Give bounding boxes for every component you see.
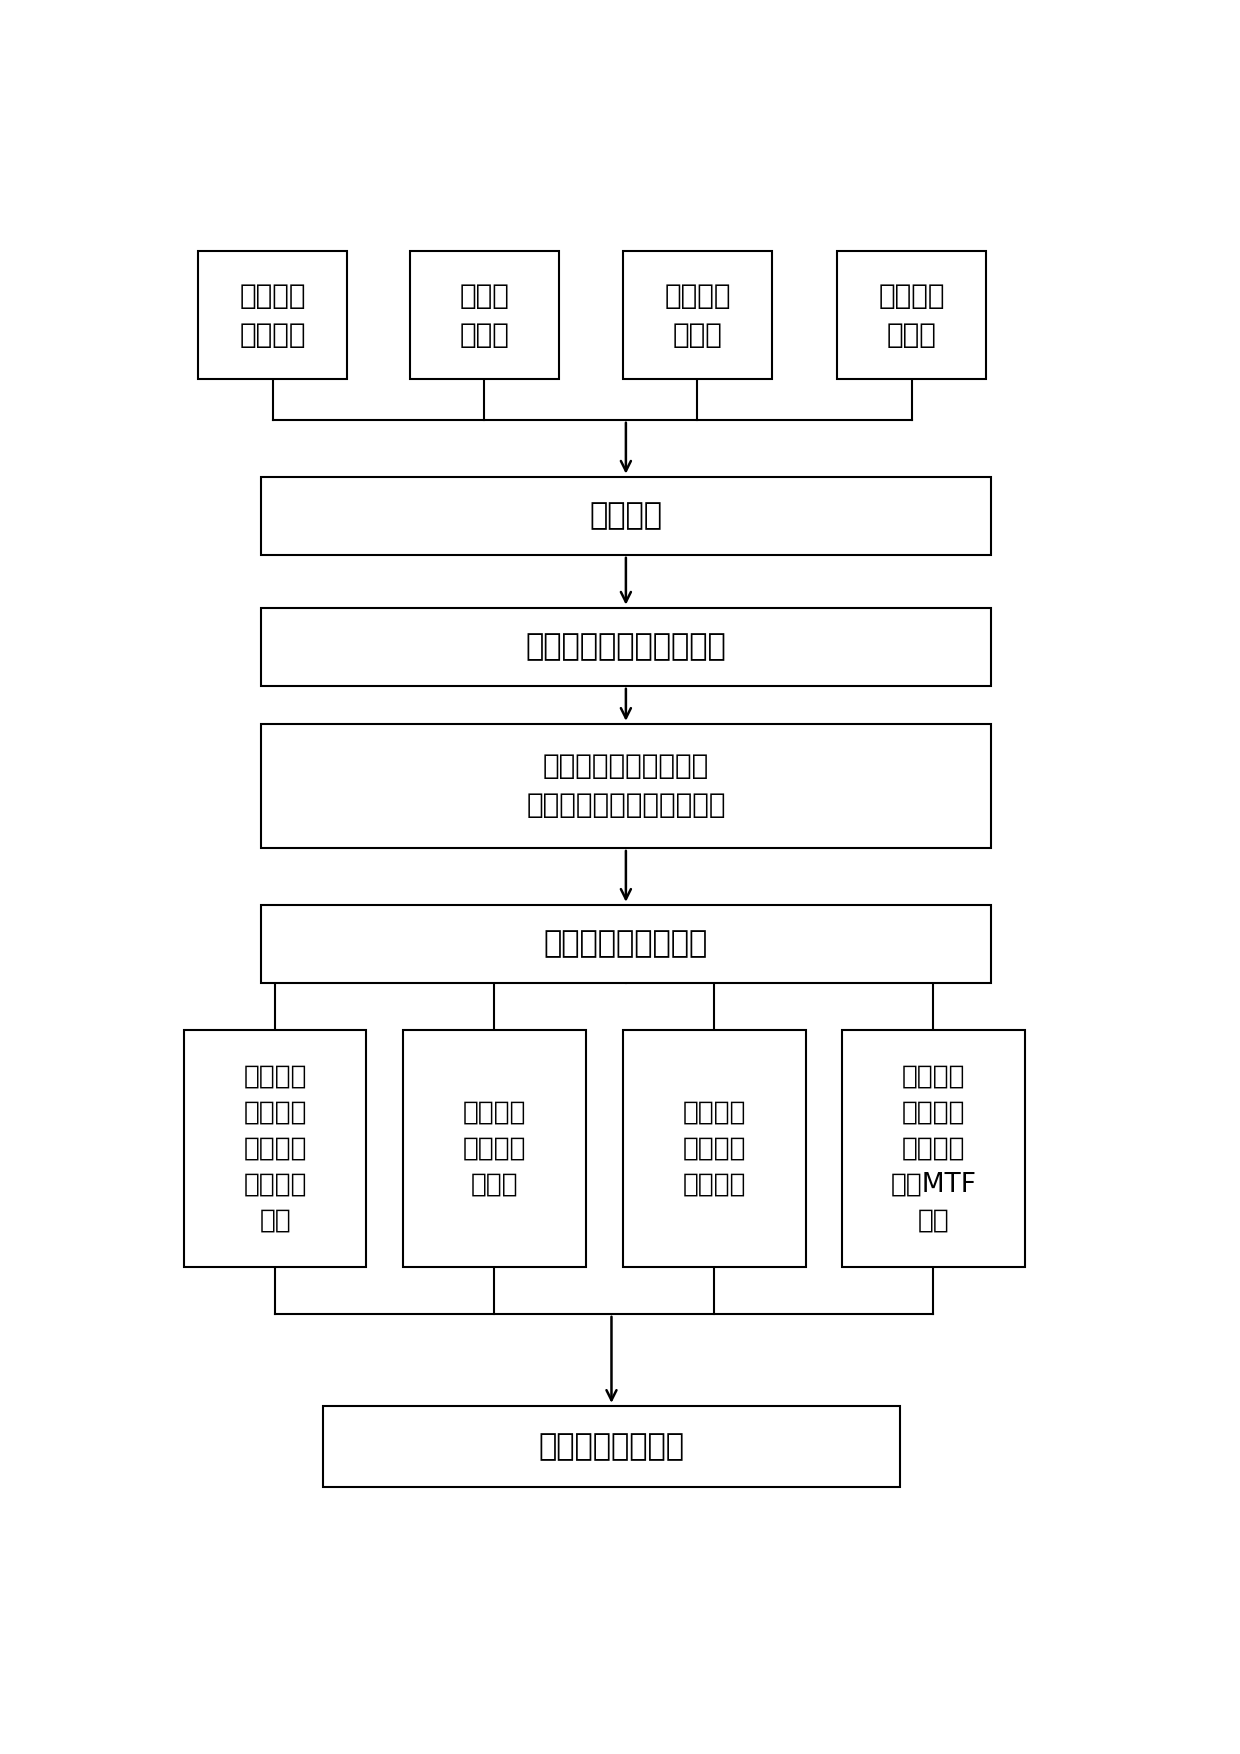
FancyBboxPatch shape: [198, 251, 347, 379]
Text: 基于图像特征构建权值图: 基于图像特征构建权值图: [526, 631, 727, 661]
Text: 单位梯度
的散度: 单位梯度 的散度: [878, 282, 945, 349]
FancyBboxPatch shape: [260, 477, 991, 554]
FancyBboxPatch shape: [403, 1030, 585, 1266]
Text: 拉普拉斯
过零算子: 拉普拉斯 过零算子: [239, 282, 306, 349]
Text: 求一次导
数获得线
扩展函数: 求一次导 数获得线 扩展函数: [682, 1100, 746, 1198]
FancyBboxPatch shape: [260, 905, 991, 982]
FancyBboxPatch shape: [184, 1030, 367, 1266]
FancyBboxPatch shape: [260, 724, 991, 847]
FancyBboxPatch shape: [409, 251, 559, 379]
Text: 对线扩展
函数做傅
立叶变换
得到MTF
曲线: 对线扩展 函数做傅 立叶变换 得到MTF 曲线: [890, 1063, 976, 1233]
FancyBboxPatch shape: [622, 251, 773, 379]
Text: 多次测量取平均值: 多次测量取平均值: [538, 1431, 684, 1461]
FancyBboxPatch shape: [260, 607, 991, 686]
FancyBboxPatch shape: [842, 1030, 1024, 1266]
Text: 对边缘扩
展函数进
行拟合: 对边缘扩 展函数进 行拟合: [463, 1100, 526, 1198]
Text: 图像梯
度的模: 图像梯 度的模: [459, 282, 510, 349]
FancyBboxPatch shape: [622, 1030, 806, 1266]
Text: 设置起始点和终止点，
基于动态规划搜索最优路径: 设置起始点和终止点， 基于动态规划搜索最优路径: [526, 752, 725, 819]
FancyBboxPatch shape: [324, 1405, 900, 1487]
FancyBboxPatch shape: [837, 251, 986, 379]
Text: 图像梯度
的方向: 图像梯度 的方向: [665, 282, 730, 349]
Text: 获取准确的图像边缘: 获取准确的图像边缘: [544, 930, 708, 958]
Text: 代价函数: 代价函数: [589, 502, 662, 530]
Text: 对图像灰
度值进行
采样形成
边缘扩展
函数: 对图像灰 度值进行 采样形成 边缘扩展 函数: [243, 1063, 306, 1233]
